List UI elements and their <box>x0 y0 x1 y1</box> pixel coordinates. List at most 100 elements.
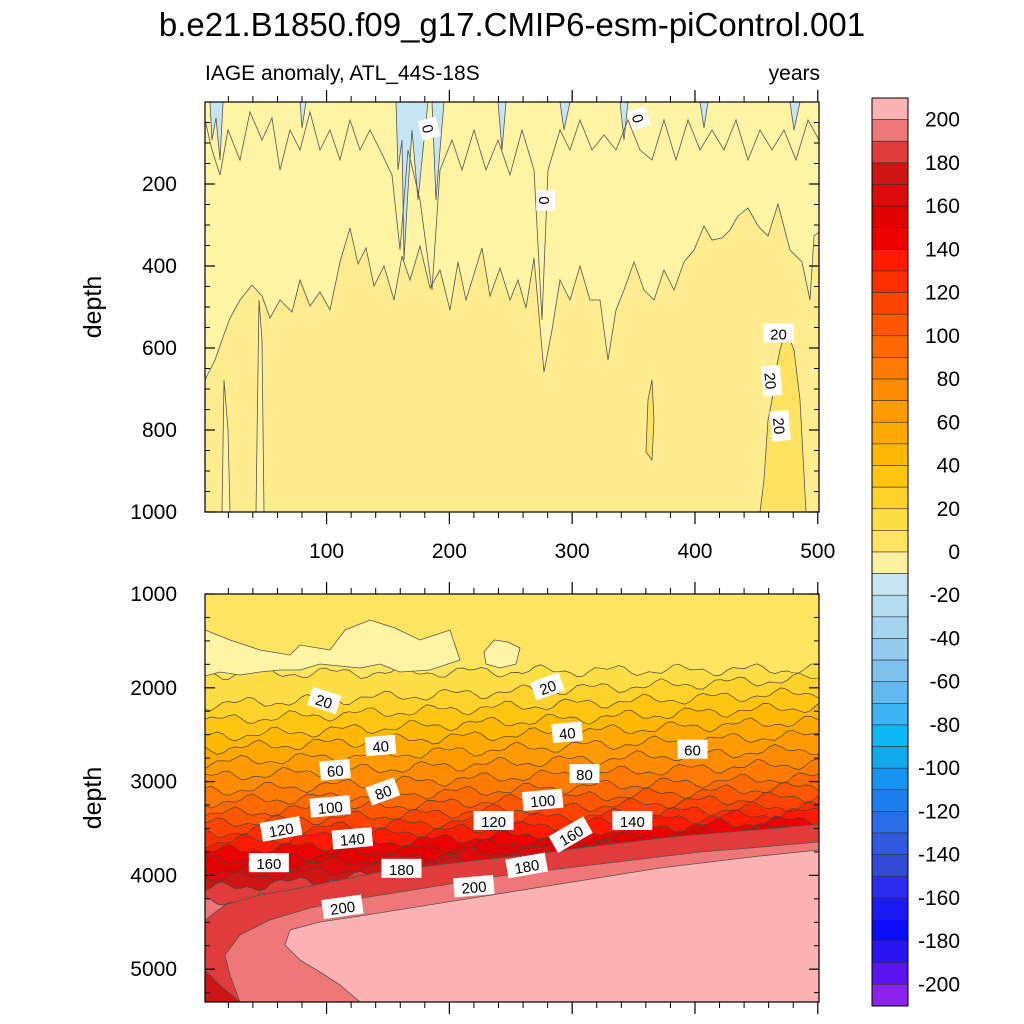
contour-label: 20 <box>760 364 783 397</box>
contour-label: 100 <box>521 788 564 811</box>
colorbar-label: 60 <box>937 411 960 434</box>
lower-x-axis <box>227 582 819 1014</box>
contour-label: 80 <box>365 777 401 806</box>
y-tick-label: 800 <box>142 419 177 442</box>
upper-band-10-20 <box>205 202 819 512</box>
lower-isoline-30 <box>205 687 819 724</box>
contour-label-text: 100 <box>530 792 556 811</box>
x-tick-label: 400 <box>677 540 712 563</box>
lower-isoline-50 <box>205 715 819 755</box>
upper-band-20-30-spot <box>645 379 655 462</box>
colorbar-swatch <box>871 508 909 531</box>
contour-label: 200 <box>321 894 364 919</box>
contour-label: 20 <box>307 686 342 715</box>
contour-label-bg <box>381 858 422 878</box>
colorbar-swatch <box>871 119 909 142</box>
colorbar-swatch <box>871 162 909 185</box>
x-tick-label: 100 <box>309 540 344 563</box>
colorbar-swatch <box>871 832 909 855</box>
colorbar-swatch <box>871 184 909 207</box>
colorbar-swatch <box>871 616 909 639</box>
contour-label-text: 40 <box>558 725 576 743</box>
contour-label: 200 <box>453 874 495 898</box>
colorbar-swatch <box>871 984 909 1007</box>
contour-label-text: 0 <box>535 196 552 204</box>
colorbar-swatch <box>871 638 909 661</box>
upper-panel: 0 0 0 20 20 20 200 400 600 800 1000 100 200 300 400 5… <box>79 90 835 563</box>
lower-isoline-140 <box>205 815 819 855</box>
colorbar-label: 200 <box>925 109 960 132</box>
colorbar-swatch <box>871 875 909 899</box>
colorbar-label: 160 <box>925 195 960 218</box>
contour-label-bg <box>321 894 364 919</box>
colorbar-swatch <box>871 789 909 812</box>
colorbar-swatch <box>871 465 909 488</box>
colorbar-swatch <box>871 292 909 315</box>
colorbar-swatch <box>871 378 909 401</box>
contour-label: 0 <box>535 190 556 211</box>
contour-label-text: 80 <box>576 767 593 784</box>
contour-label-text: 180 <box>513 857 541 878</box>
lower-isoline-130 <box>205 807 819 849</box>
contour-label-text: 60 <box>684 743 701 760</box>
contour-label-bg <box>417 116 441 141</box>
contour-label-bg <box>760 364 783 397</box>
contour-label: 140 <box>612 810 653 831</box>
x-tick-label: 500 <box>800 540 835 563</box>
colorbar-swatch <box>871 962 909 985</box>
contour-label-bg <box>364 734 397 757</box>
upper-contour-labels: 0 0 0 20 20 20 <box>417 106 794 442</box>
colorbar-label: -80 <box>930 714 960 737</box>
contour-label: 20 <box>769 410 791 442</box>
colorbar-swatch <box>871 421 909 445</box>
contour-label-bg <box>769 410 791 442</box>
colorbar-swatch <box>871 97 909 120</box>
contour-label: 140 <box>331 827 374 850</box>
y-tick-label: 1000 <box>130 501 177 524</box>
contour-label: 180 <box>381 858 422 879</box>
colorbar-swatch <box>871 919 909 942</box>
y-tick-label: 600 <box>142 337 177 360</box>
lower-isoline-90 <box>205 772 819 809</box>
y-tick-label: 5000 <box>130 958 177 981</box>
colorbar-swatch <box>871 313 909 337</box>
contour-label-text: 180 <box>389 862 414 879</box>
upper-band-0-10-column-a <box>221 379 231 512</box>
contour-label-bg <box>248 853 289 873</box>
colorbar-swatch <box>871 249 909 272</box>
colorbar-swatch <box>871 530 909 553</box>
contour-label: 120 <box>259 816 303 842</box>
colorbar-label: -160 <box>918 887 960 910</box>
upper-x-axis: 100 200 300 400 500 <box>227 90 835 563</box>
colorbar-swatch <box>871 205 909 229</box>
contour-label-bg <box>627 106 651 131</box>
contour-label-text: 80 <box>373 782 394 804</box>
colorbar-label: 140 <box>925 238 960 261</box>
colorbar-swatch <box>871 486 909 510</box>
units-subtitle: years <box>768 62 820 85</box>
contour-label: 180 <box>505 852 548 879</box>
colorbar-swatch <box>871 767 909 791</box>
lower-y-axis-label: depth <box>79 767 107 830</box>
contour-label-bg <box>309 795 351 818</box>
lower-tongue-200-plus <box>284 849 819 1002</box>
contour-label: 0 <box>417 116 441 141</box>
contour-label-text: 200 <box>461 879 487 898</box>
colorbar-label: -140 <box>918 844 960 867</box>
contour-label-text: 20 <box>760 372 778 390</box>
contour-label-text: 20 <box>537 677 558 699</box>
colorbar-frame <box>871 97 909 1007</box>
colorbar-swatch <box>871 551 909 574</box>
contour-label-text: 60 <box>326 763 344 781</box>
y-tick-label: 200 <box>142 173 177 196</box>
contour-label: 40 <box>551 721 583 744</box>
colorbar-label: -180 <box>918 930 960 953</box>
contour-label: 60 <box>677 739 708 760</box>
contour-label-bg <box>453 874 495 898</box>
contour-label-bg <box>536 190 556 211</box>
x-tick-label: 300 <box>555 540 590 563</box>
contour-label-bg <box>505 852 548 879</box>
contour-label-bg <box>307 686 342 715</box>
